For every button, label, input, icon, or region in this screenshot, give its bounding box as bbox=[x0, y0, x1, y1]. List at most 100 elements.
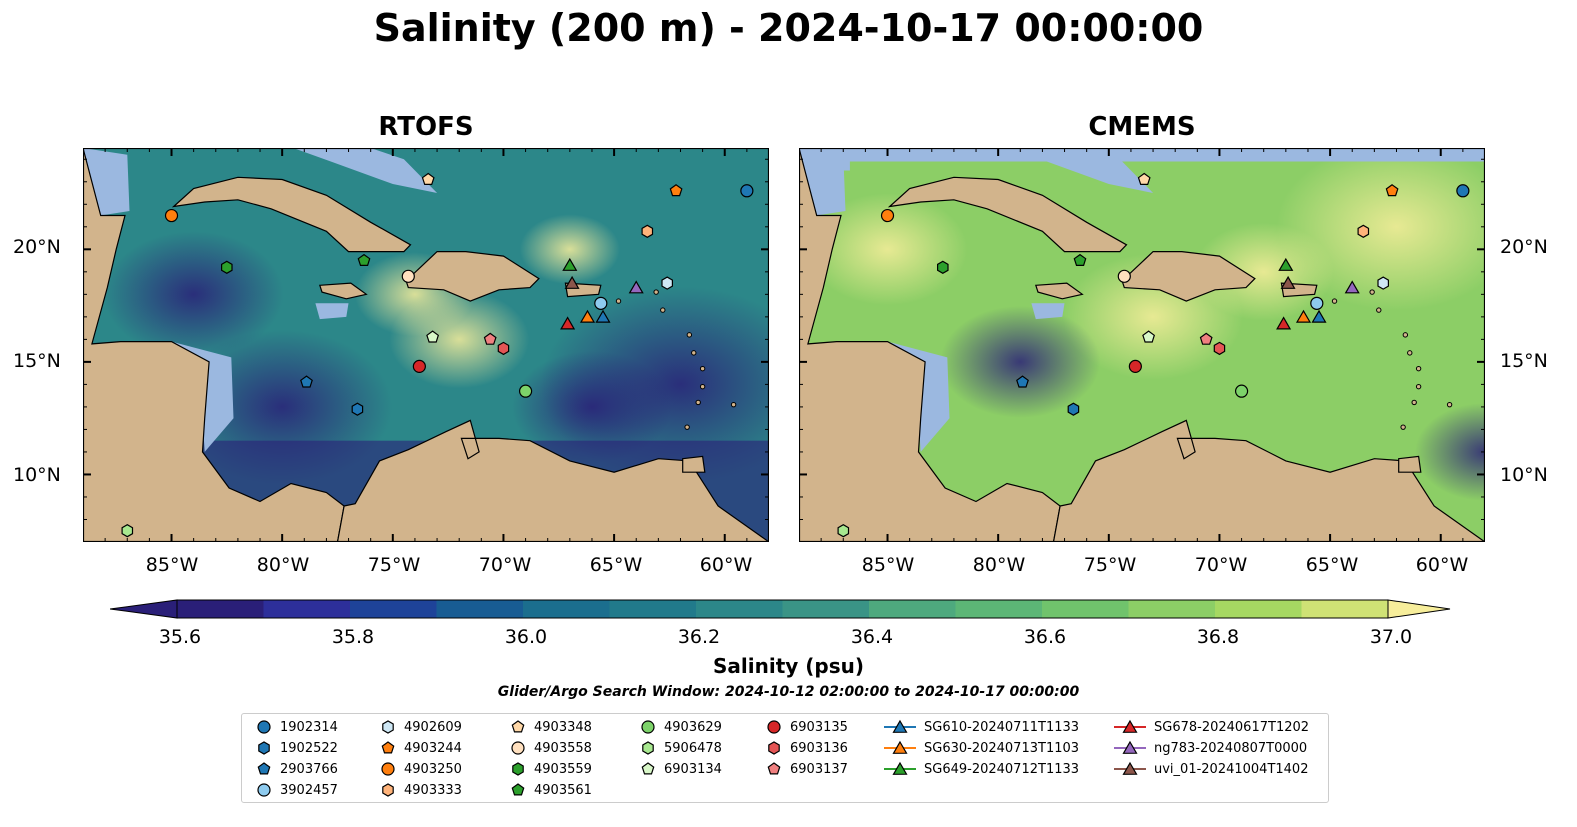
legend-swatch bbox=[257, 762, 271, 775]
legend: 1902314 1902522 2903766 3902457 4902609 49032… bbox=[241, 713, 1329, 803]
marker-4903561 bbox=[1073, 253, 1087, 267]
hexagon-marker-icon bbox=[512, 762, 524, 776]
marker-1902522 bbox=[351, 402, 364, 416]
lon-label-80w-right: 80°W bbox=[972, 554, 1026, 576]
legend-label: 4903244 bbox=[404, 740, 462, 756]
legend-item-4903629: 4903629 bbox=[640, 717, 722, 737]
legend-label: SG610-20240711T1133 bbox=[924, 719, 1080, 735]
marker-4903348 bbox=[421, 172, 435, 186]
colorbar-bin bbox=[350, 600, 437, 618]
land-jamaica bbox=[1034, 282, 1084, 300]
legend-item-4903558: 4903558 bbox=[510, 738, 592, 758]
legend-swatch bbox=[257, 783, 271, 797]
triangle-marker-icon bbox=[884, 719, 916, 733]
legend-label: 4903559 bbox=[534, 761, 592, 777]
colorbar-extend-max bbox=[1387, 599, 1451, 619]
legend-item-4903250: 4903250 bbox=[380, 759, 462, 779]
colorbar-label: Salinity (psu) bbox=[712, 654, 864, 678]
marker-6903137 bbox=[1199, 332, 1213, 345]
search-window-text: Glider/Argo Search Window: 2024-10-12 02… bbox=[497, 684, 1080, 700]
legend-swatch bbox=[641, 762, 655, 775]
legend-swatch bbox=[257, 720, 271, 734]
marker-4903629 bbox=[1234, 384, 1249, 398]
marker-4903333 bbox=[641, 224, 654, 238]
legend-label: 3902457 bbox=[280, 782, 338, 798]
colorbar-bin bbox=[523, 600, 610, 618]
land-trinidad bbox=[1398, 455, 1422, 473]
marker-4903333 bbox=[1357, 224, 1370, 238]
legend-item-sg610-20240711t1133: SG610-20240711T1133 bbox=[884, 717, 1079, 737]
legend-label: SG630-20240713T1103 bbox=[924, 740, 1080, 756]
pentagon-marker-icon bbox=[767, 762, 781, 775]
land-hispaniola bbox=[1121, 250, 1256, 302]
legend-item-4903244: 4903244 bbox=[380, 738, 462, 758]
lat-label-20n-right: 20°N bbox=[1500, 236, 1548, 258]
marker-6903135 bbox=[412, 359, 426, 373]
pentagon-marker-icon bbox=[381, 741, 395, 754]
legend-item-5906478: 5906478 bbox=[640, 738, 722, 758]
lon-label-60w-left: 60°W bbox=[699, 554, 753, 576]
legend-swatch bbox=[892, 761, 908, 775]
pentagon-marker-icon bbox=[511, 720, 525, 733]
marker-1902522 bbox=[1067, 402, 1080, 416]
hexagon-marker-icon bbox=[382, 720, 394, 734]
legend-label: 4902609 bbox=[404, 719, 462, 735]
marker-4903244 bbox=[669, 184, 683, 197]
legend-swatch bbox=[258, 741, 270, 755]
marker-sg649-20240712t1133 bbox=[562, 257, 578, 271]
legend-swatch bbox=[512, 762, 524, 776]
lat-label-15n-left: 15°N bbox=[13, 350, 61, 372]
legend-label: 6903137 bbox=[790, 761, 848, 777]
legend-swatch bbox=[892, 740, 908, 754]
colorbar-tick-37-0: 37.0 bbox=[1369, 626, 1413, 648]
legend-label: 6903134 bbox=[664, 761, 722, 777]
legend-item-4903333: 4903333 bbox=[380, 780, 462, 800]
triangle-marker-icon bbox=[1114, 719, 1146, 733]
circle-marker-icon bbox=[511, 741, 525, 755]
legend-swatch bbox=[511, 783, 525, 796]
legend-label: 4903250 bbox=[404, 761, 462, 777]
colorbar-tick-35-8: 35.8 bbox=[331, 626, 375, 648]
marker-3902457 bbox=[594, 296, 608, 310]
legend-label: SG678-20240617T1202 bbox=[1154, 719, 1310, 735]
legend-item-6903135: 6903135 bbox=[766, 717, 848, 737]
marker-4903558 bbox=[1117, 269, 1131, 283]
marker-sg678-20240617t1202 bbox=[1276, 316, 1292, 330]
legend-label: SG649-20240712T1133 bbox=[924, 761, 1080, 777]
lon-label-85w-left: 85°W bbox=[145, 554, 199, 576]
triangle-marker-icon bbox=[1114, 761, 1146, 775]
legend-swatch bbox=[767, 762, 781, 775]
lon-label-85w-right: 85°W bbox=[861, 554, 915, 576]
marker-sg630-20240713t1103 bbox=[579, 309, 596, 323]
lon-label-70w-right: 70°W bbox=[1194, 554, 1248, 576]
lon-label-65w-left: 65°W bbox=[589, 554, 643, 576]
lat-label-15n-right: 15°N bbox=[1500, 350, 1548, 372]
colorbar-bin bbox=[955, 600, 1042, 618]
lat-label-10n-right: 10°N bbox=[1500, 464, 1548, 486]
hexagon-marker-icon bbox=[258, 741, 270, 755]
lon-label-60w-right: 60°W bbox=[1415, 554, 1469, 576]
legend-item-ng783-20240807t0000: ng783-20240807T0000 bbox=[1114, 738, 1307, 758]
hexagon-marker-icon bbox=[768, 741, 780, 755]
colorbar-tick-36-8: 36.8 bbox=[1196, 626, 1240, 648]
legend-label: 4903561 bbox=[534, 782, 592, 798]
hexagon-marker-icon bbox=[382, 783, 394, 797]
lon-label-75w-left: 75°W bbox=[367, 554, 421, 576]
marker-5906478 bbox=[837, 524, 850, 538]
land-trinidad bbox=[682, 455, 706, 473]
marker-6903137 bbox=[483, 332, 497, 345]
legend-item-2903766: 2903766 bbox=[256, 759, 338, 779]
marker-ng783-20240807t0000 bbox=[1344, 280, 1360, 294]
colorbar-tick-36-0: 36.0 bbox=[504, 626, 548, 648]
marker-4902609 bbox=[661, 276, 674, 290]
legend-swatch bbox=[768, 741, 780, 755]
circle-marker-icon bbox=[257, 720, 271, 734]
colorbar bbox=[110, 599, 1451, 619]
land-southAmerica bbox=[1052, 419, 1485, 542]
land-jamaica bbox=[318, 282, 368, 300]
map-rtofs bbox=[83, 148, 769, 542]
colorbar-bin bbox=[436, 600, 523, 618]
legend-label: 1902522 bbox=[280, 740, 338, 756]
legend-item-3902457: 3902457 bbox=[256, 780, 338, 800]
land-cuba bbox=[887, 176, 1128, 253]
